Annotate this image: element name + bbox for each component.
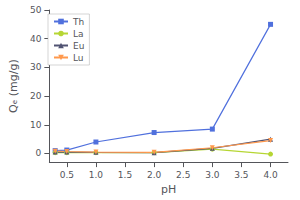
svg-text:La: La (73, 29, 84, 39)
svg-text:4.0: 4.0 (263, 170, 278, 180)
svg-text:10: 10 (30, 120, 42, 130)
svg-text:40: 40 (30, 34, 42, 44)
svg-text:3.0: 3.0 (205, 170, 220, 180)
svg-text:pH: pH (161, 183, 176, 196)
svg-text:0: 0 (36, 148, 42, 158)
svg-text:Th: Th (72, 17, 84, 27)
svg-text:0.5: 0.5 (60, 170, 74, 180)
svg-text:2.5: 2.5 (176, 170, 190, 180)
svg-text:1.5: 1.5 (118, 170, 132, 180)
svg-text:Eu: Eu (73, 41, 84, 51)
svg-text:Qₑ (mg/g): Qₑ (mg/g) (7, 59, 20, 113)
svg-text:20: 20 (30, 91, 42, 101)
svg-text:1.0: 1.0 (89, 170, 104, 180)
svg-text:Lu: Lu (73, 53, 84, 63)
svg-text:3.5: 3.5 (234, 170, 248, 180)
svg-text:30: 30 (30, 62, 42, 72)
svg-text:50: 50 (30, 5, 42, 15)
svg-text:2.0: 2.0 (147, 170, 162, 180)
